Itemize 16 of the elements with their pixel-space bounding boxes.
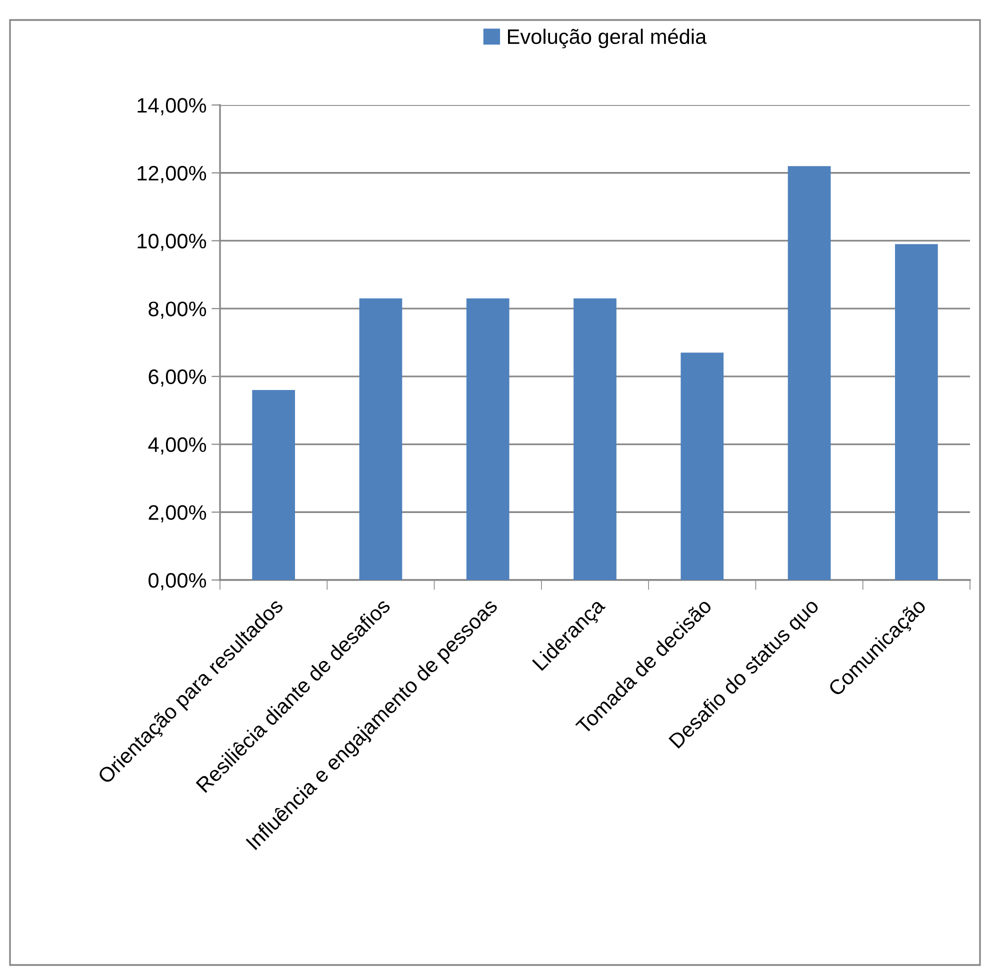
bar — [359, 298, 402, 580]
y-tick-label: 12,00% — [138, 166, 206, 184]
y-tick-label: 10,00% — [138, 234, 206, 251]
bar — [680, 352, 724, 580]
y-tick-label: 14,00% — [138, 98, 206, 116]
y-tick-label: 8,00% — [148, 302, 206, 319]
bar — [788, 166, 831, 580]
bar — [574, 298, 616, 580]
y-tick-label: 4,00% — [148, 437, 206, 454]
bar — [895, 244, 938, 580]
bar — [252, 390, 295, 580]
legend-label: Evolução geral média — [508, 28, 707, 48]
y-tick-label: 6,00% — [148, 369, 206, 387]
y-tick-label: 0,00% — [148, 573, 206, 590]
bar — [466, 298, 510, 580]
y-tick-label: 2,00% — [148, 505, 206, 522]
